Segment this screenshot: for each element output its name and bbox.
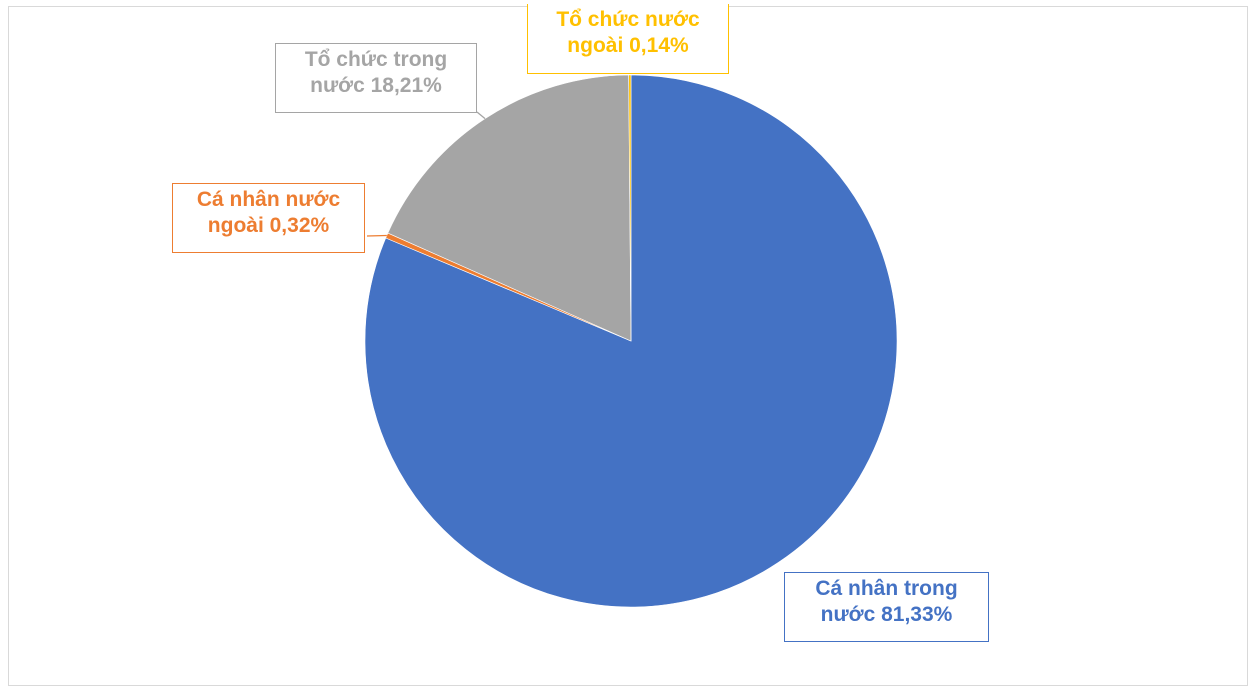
data-label-ca-nhan-nuoc-ngoai: Cá nhân nước ngoài 0,32% [172,183,365,253]
data-label-ca-nhan-trong-nuoc: Cá nhân trong nước 81,33% [784,572,989,642]
data-label-to-chuc-trong-nuoc: Tổ chức trong nước 18,21% [275,43,477,113]
leader-line-to-chuc-trong-nuoc [477,112,485,119]
data-label-to-chuc-nuoc-ngoai: Tổ chức nước ngoài 0,14% [527,4,729,74]
